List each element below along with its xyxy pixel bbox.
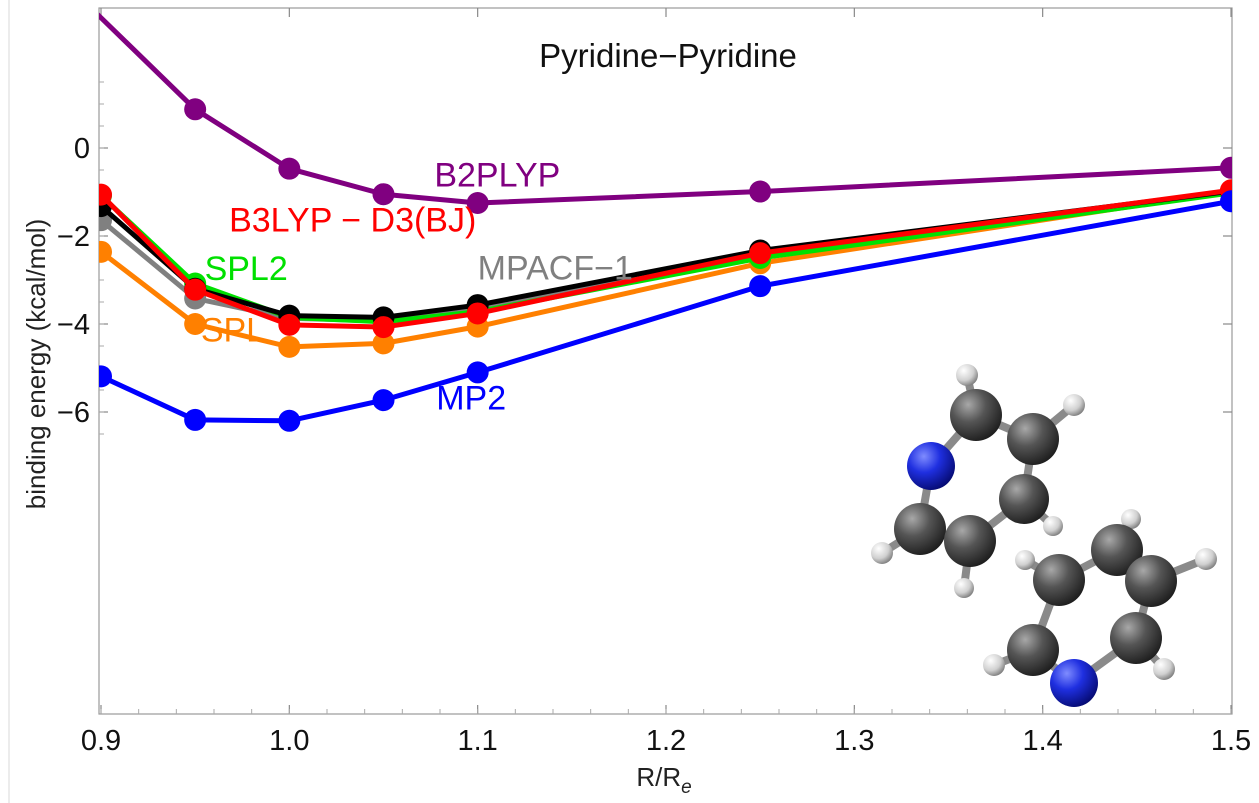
- data-point: [372, 316, 395, 339]
- x-tick-label: 1.2: [646, 725, 686, 757]
- x-tick-label: 1.5: [1211, 725, 1251, 757]
- series-line: [99, 12, 1232, 206]
- data-point: [184, 98, 207, 121]
- data-point: [466, 302, 489, 325]
- series-b3lyp-d3-bj-: [99, 179, 1232, 339]
- x-tick-label: 1.4: [1023, 725, 1063, 757]
- series-label: B2PLYP: [434, 157, 560, 195]
- data-point: [278, 335, 301, 358]
- y-axis-title: binding energy (kcal/mol): [21, 219, 51, 509]
- y-tick-label: 0: [74, 133, 90, 165]
- x-axis: 0.9 1.0 1.1 1.2 1.3 1.4 1.5: [81, 8, 1251, 757]
- series-b2plyp: [99, 12, 1232, 214]
- data-point: [278, 157, 301, 180]
- data-point: [749, 242, 772, 265]
- data-point: [99, 240, 112, 263]
- series-label: MP2: [436, 379, 506, 417]
- data-point: [184, 313, 207, 335]
- y-tick-label: −2: [57, 221, 90, 253]
- x-tick-label: 1.0: [269, 725, 309, 757]
- data-point: [749, 275, 772, 298]
- data-point: [372, 389, 395, 412]
- series-label: SPL: [201, 312, 265, 350]
- data-point: [184, 278, 207, 301]
- series-label: MPACF−1: [478, 250, 633, 288]
- data-point: [278, 409, 301, 432]
- data-point: [749, 180, 772, 203]
- x-tick-label: 1.3: [834, 725, 874, 757]
- data-point: [372, 183, 395, 206]
- chart-title: Pyridine−Pyridine: [539, 37, 797, 74]
- y-tick-label: −6: [57, 397, 90, 429]
- x-axis-title-subscript: e: [681, 777, 692, 798]
- x-axis-title: R/Re: [636, 762, 691, 798]
- pyridine-dimer-molecule-icon: [871, 364, 1217, 707]
- data-point: [372, 332, 395, 355]
- data-point: [1220, 190, 1232, 213]
- plot-frame: [98, 7, 1233, 715]
- x-axis-title-main: R/R: [636, 762, 681, 792]
- series-labels: B2PLYP B3LYP − D3(BJ) SPL2 MPACF−1 SPL MP2: [201, 157, 633, 418]
- data-point: [466, 361, 489, 384]
- data-point: [466, 192, 489, 214]
- data-point: [99, 365, 112, 388]
- series-mp2: [99, 190, 1232, 432]
- series-label: B3LYP − D3(BJ): [229, 202, 476, 240]
- data-point: [1220, 156, 1232, 179]
- data-point: [99, 183, 112, 206]
- series-layer: [99, 12, 1232, 432]
- x-tick-label: 1.1: [458, 725, 498, 757]
- x-tick-label: 0.9: [81, 725, 121, 757]
- y-axis: −6 −4 −2 0: [57, 81, 1232, 435]
- data-point: [278, 313, 301, 336]
- data-point: [184, 408, 207, 431]
- series-label: SPL2: [205, 250, 288, 288]
- y-tick-label: −4: [57, 309, 90, 341]
